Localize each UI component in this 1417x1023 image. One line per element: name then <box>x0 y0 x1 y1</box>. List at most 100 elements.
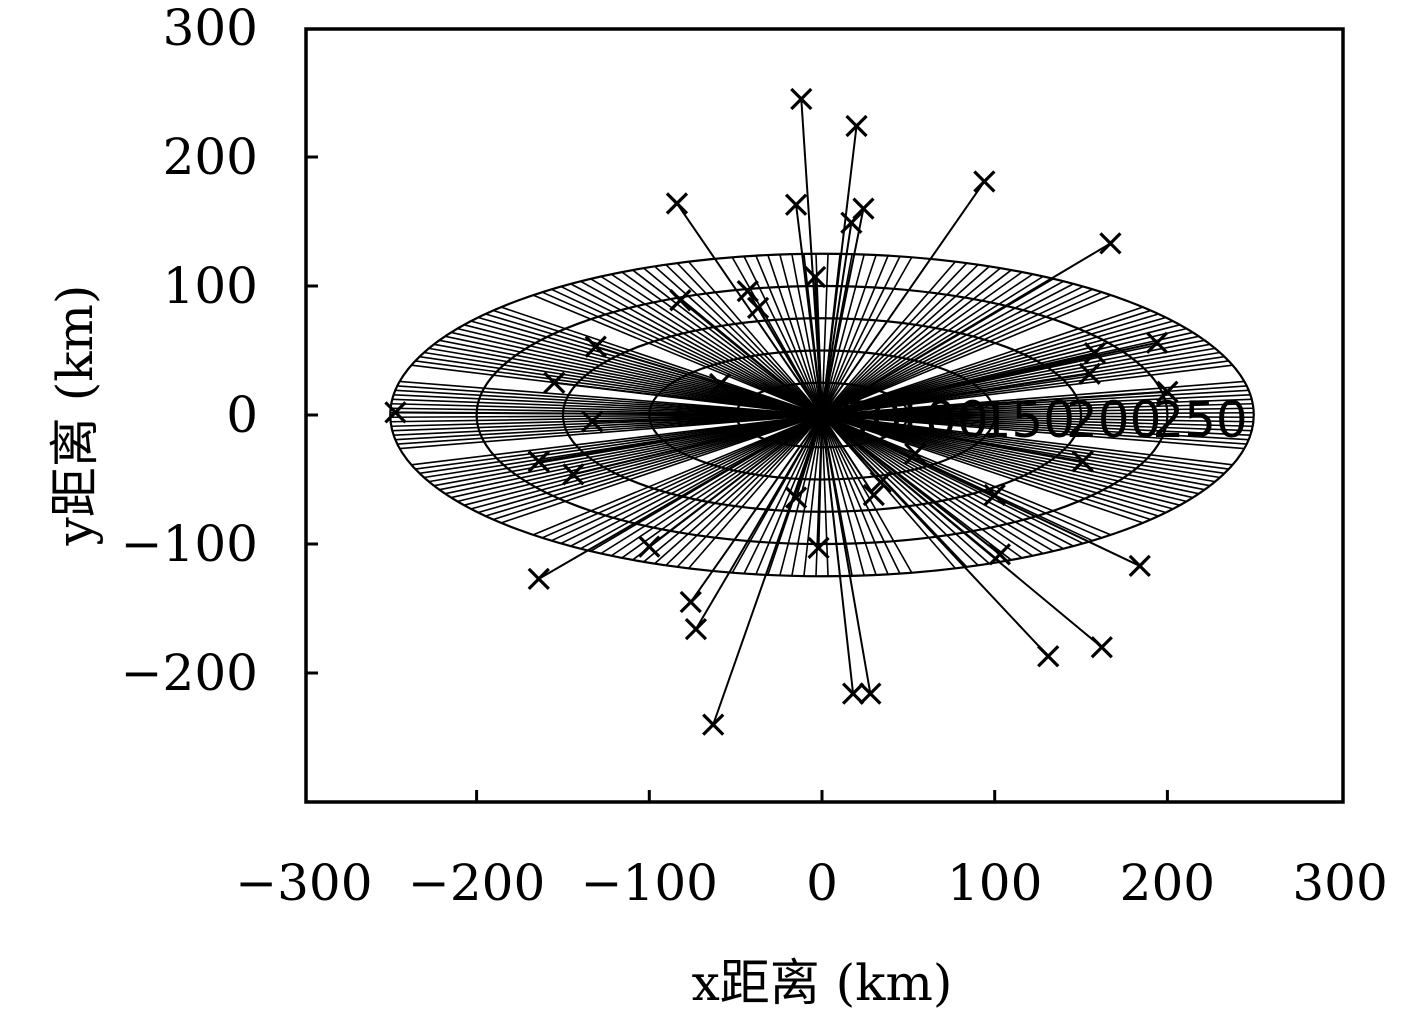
station-spoke <box>712 414 823 725</box>
sector-ray <box>551 288 823 416</box>
station-marker <box>1156 380 1179 403</box>
sector-ray <box>687 414 823 569</box>
sector-ray <box>821 256 901 416</box>
sector-ray <box>791 414 823 577</box>
sector-ray <box>743 414 823 574</box>
x-tick-label: −100 <box>581 854 718 912</box>
sector-ray <box>821 414 889 575</box>
sector-ray <box>654 414 823 565</box>
station-spoke <box>821 414 1103 648</box>
sector-ray <box>821 414 1103 539</box>
sector-ray <box>610 414 823 557</box>
sector-ray <box>821 414 1233 466</box>
station-spoke <box>679 299 823 416</box>
sector-ray <box>821 414 1174 510</box>
sector-ray <box>821 414 1044 555</box>
sector-ray <box>821 339 1205 416</box>
sector-ray <box>665 414 823 566</box>
sector-ray <box>551 414 823 542</box>
sector-ray <box>632 269 823 416</box>
sector-ray <box>821 255 889 416</box>
sector-ray <box>470 414 823 510</box>
station-spoke <box>821 372 1090 416</box>
sector-ray <box>621 414 823 559</box>
sector-ray <box>821 256 913 416</box>
x-tick-label: 200 <box>1120 854 1215 912</box>
sector-ray <box>821 414 1200 495</box>
sector-ray <box>821 291 1103 416</box>
station-marker <box>708 372 732 396</box>
ring-label: 50 <box>839 391 903 449</box>
sector-ray <box>821 414 1054 552</box>
sector-ray <box>767 254 823 416</box>
sector-ray <box>428 347 823 416</box>
sector-ray <box>610 273 823 416</box>
station-marker <box>983 483 1006 507</box>
station-spoke <box>573 414 823 476</box>
sector-ray <box>821 309 1152 416</box>
station-marker <box>1099 232 1122 255</box>
x-axis: −300 −200 −100 0 100 200 300 <box>235 790 1388 912</box>
sector-ray <box>803 414 823 577</box>
sector-ray <box>821 414 913 574</box>
station-marker <box>736 280 759 303</box>
y-tick-label: 200 <box>163 128 258 186</box>
sector-ray <box>687 261 823 416</box>
sector-ray <box>821 414 1023 559</box>
sector-ray <box>821 414 979 566</box>
station-spoke <box>795 414 823 498</box>
range-ring <box>389 252 1255 578</box>
ring-label: 200 <box>1066 391 1161 449</box>
station-spoke <box>757 307 823 416</box>
sector-ray <box>470 320 823 416</box>
sector-ray <box>821 267 1001 416</box>
sector-ray <box>821 414 901 574</box>
station-marker <box>790 87 813 111</box>
station-marker <box>1078 362 1101 385</box>
station-marker <box>746 296 770 320</box>
station-spoke <box>821 414 1049 657</box>
sector-ray <box>457 327 823 416</box>
y-tick-label: 0 <box>226 386 258 444</box>
sector-ray <box>821 306 1144 416</box>
x-tick-label: −200 <box>408 854 545 912</box>
sector-ray <box>821 414 1194 499</box>
sector-ray <box>821 414 990 565</box>
sector-ray <box>821 271 1023 416</box>
station-spoke <box>821 341 1158 416</box>
station-spoke <box>554 381 823 416</box>
sector-ray <box>477 316 823 416</box>
sector-ray <box>600 275 823 416</box>
sector-ray <box>433 414 823 487</box>
station-marker <box>973 170 996 193</box>
station-spoke <box>689 414 823 603</box>
sector-ray <box>439 414 823 491</box>
x-tick-label: 100 <box>947 854 1042 912</box>
sector-ray <box>450 331 823 416</box>
y-axis-title: y距离 (km) <box>46 285 104 547</box>
station-marker <box>1083 341 1106 365</box>
station-marker <box>527 450 550 473</box>
station-spoke <box>821 414 1001 556</box>
sector-ray <box>821 265 990 416</box>
sector-ray <box>643 414 823 563</box>
station-marker <box>581 410 604 433</box>
sector-ray <box>779 254 823 416</box>
sector-ray <box>821 414 1181 506</box>
station-marker <box>862 483 885 507</box>
station-spoke <box>814 276 823 416</box>
station-marker <box>845 114 868 138</box>
station-marker <box>584 335 607 358</box>
station-marker <box>841 682 865 705</box>
sector-ray <box>821 288 1093 416</box>
station-marker <box>384 401 407 424</box>
y-axis: 300 200 100 0 −100 −200 <box>121 0 318 702</box>
sector-ray <box>821 261 957 416</box>
station-spoke <box>821 125 858 416</box>
station-marker <box>807 536 830 560</box>
station-marker <box>869 470 892 494</box>
station-spoke <box>821 414 1141 567</box>
station-marker <box>988 543 1012 566</box>
station-spoke <box>538 414 823 580</box>
ring-label: 150 <box>980 391 1075 449</box>
